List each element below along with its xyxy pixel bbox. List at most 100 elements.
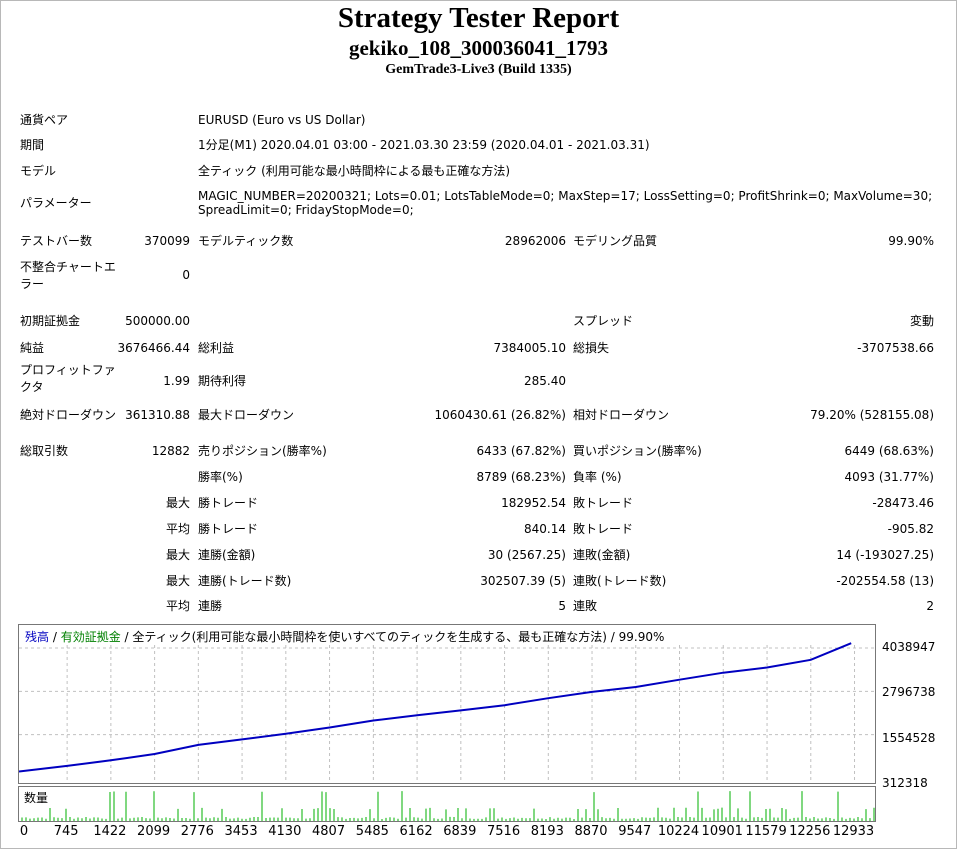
average-win-label: 勝トレード — [198, 522, 259, 536]
x-tick-label: 9547 — [618, 824, 652, 839]
total-trades-label: 総取引数 — [20, 444, 69, 458]
consec-losses-money-label: 連敗(金額) — [573, 548, 631, 562]
abs-drawdown-label: 絶対ドローダウン — [20, 408, 117, 422]
spread-label: スプレッド — [573, 314, 634, 328]
x-tick-label: 8193 — [530, 824, 564, 839]
largest-loss-value: -28473.46 — [872, 496, 934, 510]
params-label: パラメーター — [20, 196, 92, 210]
model-value: 全ティック (利用可能な最小時間枠による最も正確な方法) — [198, 164, 511, 178]
x-tick-label: 4130 — [268, 824, 302, 839]
mismatch-value: 0 — [182, 268, 190, 282]
chart-legend: 残高 / 有効証拠金 / 全ティック(利用可能な最小時間枠を使いすべてのティック… — [25, 628, 664, 645]
period-value: 1分足(M1) 2020.04.01 03:00 - 2021.03.30 23… — [198, 138, 650, 152]
largest-loss-label: 敗トレード — [573, 496, 634, 510]
long-positions-value: 6449 (68.63%) — [844, 444, 934, 458]
max-consec-label: 最大 — [165, 548, 190, 562]
volume-chart-svg — [21, 791, 875, 821]
server-build: GemTrade3-Live3 (Build 1335) — [385, 62, 572, 77]
x-tick-label: 6162 — [399, 824, 433, 839]
x-tick-label: 12256 — [789, 824, 831, 839]
average-loss-label: 敗トレード — [573, 522, 634, 536]
report-subtitle: gekiko_108_300036041_1793 — [348, 36, 608, 60]
spread-value: 変動 — [909, 314, 934, 328]
pair-label: 通貨ペア — [20, 113, 69, 127]
largest-label: 最大 — [165, 496, 190, 510]
consec-wins-money-label: 連勝(金額) — [198, 548, 256, 562]
largest-win-value: 182952.54 — [501, 496, 566, 510]
x-tick-label: 5485 — [355, 824, 389, 839]
test-bars-value: 370099 — [144, 234, 190, 248]
max-drawdown-value: 1060430.61 (26.82%) — [434, 408, 566, 422]
consec-losses-money-value: 14 (-193027.25) — [836, 548, 934, 562]
balance-chart-svg — [19, 642, 875, 783]
short-positions-label: 売りポジション(勝率%) — [198, 444, 327, 458]
x-tick-label: 1422 — [93, 824, 127, 839]
net-profit-label: 純益 — [20, 341, 45, 355]
consec-wins-money-value: 30 (2567.25) — [487, 548, 566, 562]
win-rate-value: 8789 (68.23%) — [476, 470, 566, 484]
legend-rest: / 全ティック(利用可能な最小時間枠を使いすべてのティックを生成する、最も正確な… — [120, 630, 665, 644]
model-label: モデル — [20, 164, 57, 178]
short-positions-value: 6433 (67.82%) — [476, 444, 566, 458]
largest-win-label: 勝トレード — [198, 496, 259, 510]
report-title: Strategy Tester Report — [337, 2, 620, 34]
x-tick-label: 10224 — [657, 824, 700, 839]
gross-loss-label: 総損失 — [573, 341, 610, 355]
profit-factor-value: 1.99 — [163, 374, 190, 388]
avg-consec-wins-label: 連勝 — [198, 599, 223, 613]
balance-chart: 残高 / 有効証拠金 / 全ティック(利用可能な最小時間枠を使いすべてのティック… — [18, 624, 940, 790]
expected-payoff-label: 期待利得 — [198, 374, 247, 388]
consec-profit-label: 連勝(トレード数) — [198, 574, 292, 588]
quality-value: 99.90% — [888, 234, 934, 248]
x-tick-label: 2776 — [180, 824, 214, 839]
model-ticks-value: 28962006 — [504, 234, 566, 248]
average-win-value: 840.14 — [524, 522, 566, 536]
params-line1: MAGIC_NUMBER=20200321; Lots=0.01; LotsTa… — [198, 189, 933, 203]
avg-consec-losses-value: 2 — [926, 599, 934, 613]
gross-profit-label: 総利益 — [198, 341, 235, 355]
abs-drawdown-value: 361310.88 — [125, 408, 190, 422]
long-positions-label: 買いポジション(勝率%) — [573, 444, 702, 458]
quality-label: モデリング品質 — [573, 234, 658, 248]
y-tick-label: 312318 — [882, 776, 928, 790]
y-tick-label: 4038947 — [882, 640, 936, 654]
pair-value: EURUSD (Euro vs US Dollar) — [198, 113, 366, 127]
average-label: 平均 — [165, 522, 190, 536]
consec-profit-value: 302507.39 (5) — [480, 574, 566, 588]
x-tick-label: 3453 — [224, 824, 258, 839]
expected-payoff-value: 285.40 — [524, 374, 566, 388]
x-tick-label: 8870 — [574, 824, 608, 839]
win-rate-label: 勝率(%) — [198, 470, 243, 484]
x-tick-label: 0 — [19, 824, 29, 839]
legend-sep: / — [49, 630, 61, 644]
gross-profit-value: 7384005.10 — [493, 341, 566, 355]
legend-equity: 有効証拠金 — [60, 630, 121, 644]
x-tick-label: 12933 — [832, 824, 875, 839]
initial-deposit-label: 初期証拠金 — [20, 314, 81, 328]
volume-chart: 数量 — [18, 786, 876, 822]
max-consec2-label: 最大 — [165, 574, 190, 588]
x-tick-label: 11579 — [745, 824, 787, 839]
model-ticks-label: モデルティック数 — [198, 234, 294, 248]
volume-label: 数量 — [24, 791, 49, 805]
initial-deposit-value: 500000.00 — [125, 314, 190, 328]
avg-consec-label: 平均 — [165, 599, 190, 613]
total-trades-value: 12882 — [151, 444, 190, 458]
net-profit-value: 3676466.44 — [117, 341, 190, 355]
x-tick-label: 6839 — [443, 824, 477, 839]
rel-drawdown-value: 79.20% (528155.08) — [810, 408, 934, 422]
profit-factor-label: プロフィットファクタ — [20, 363, 116, 394]
y-tick-label: 1554528 — [882, 731, 936, 745]
loss-rate-value: 4093 (31.77%) — [844, 470, 934, 484]
average-loss-value: -905.82 — [887, 522, 934, 536]
consec-loss-label: 連敗(トレード数) — [573, 574, 667, 588]
test-bars-label: テストバー数 — [20, 234, 93, 248]
mismatch-label: 不整合チャートエラー — [20, 260, 116, 291]
y-tick-label: 2796738 — [882, 685, 936, 699]
x-tick-label: 4807 — [312, 824, 346, 839]
avg-consec-wins-value: 5 — [558, 599, 566, 613]
period-label: 期間 — [20, 138, 45, 152]
loss-rate-label: 負率 (%) — [573, 470, 622, 484]
consec-loss-value: -202554.58 (13) — [836, 574, 934, 588]
x-tick-label: 10901 — [701, 824, 743, 839]
